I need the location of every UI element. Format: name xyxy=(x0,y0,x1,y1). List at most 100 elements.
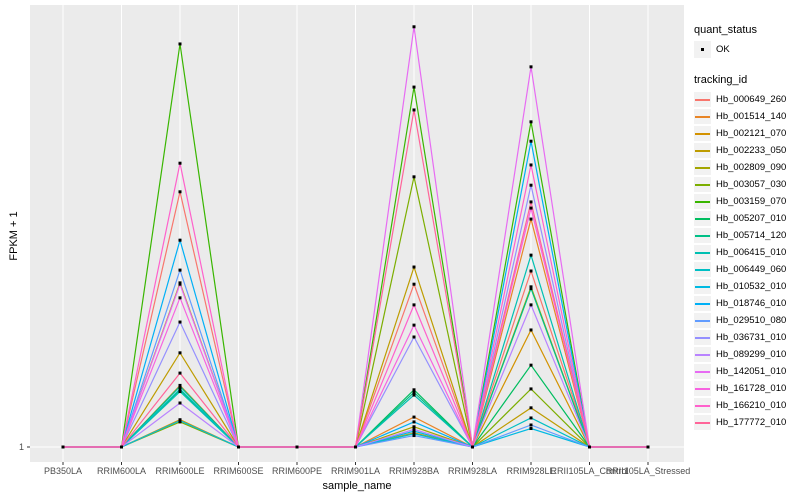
legend-key-box xyxy=(694,228,711,243)
legend-key-Hb_177772_010: Hb_177772_010 xyxy=(694,414,800,431)
series-line-swatch xyxy=(695,132,710,135)
data-point xyxy=(412,429,416,433)
data-point xyxy=(178,268,182,272)
data-point xyxy=(412,85,416,89)
data-point xyxy=(178,238,182,242)
data-point xyxy=(412,175,416,179)
legend-tracking-id-keys: Hb_000649_260 Hb_001514_140 Hb_002121_070 H… xyxy=(694,91,800,431)
legend-tracking-id-title: tracking_id xyxy=(694,74,748,86)
legend-key-Hb_006449_060: Hb_006449_060 xyxy=(694,261,800,278)
legend-key-Hb_002121_070: Hb_002121_070 xyxy=(694,125,800,142)
data-point xyxy=(529,269,533,273)
data-point xyxy=(178,296,182,300)
legend-key-box xyxy=(694,296,711,311)
legend-key-Hb_002809_090: Hb_002809_090 xyxy=(694,159,800,176)
series-line-swatch xyxy=(695,421,710,424)
data-point xyxy=(529,120,533,124)
series-line-swatch xyxy=(695,285,710,288)
data-point xyxy=(120,445,123,449)
data-point xyxy=(529,200,533,204)
legend-key-box xyxy=(694,160,711,175)
legend-tracking-id: tracking_id Hb_000649_260 Hb_001514_140 Hb… xyxy=(694,74,800,431)
legend-key-box xyxy=(694,381,711,396)
data-point xyxy=(178,401,182,405)
legend-key-box xyxy=(694,347,711,362)
series-line-swatch xyxy=(695,404,710,407)
legend-key-Hb_006415_010: Hb_006415_010 xyxy=(694,244,800,261)
legend-key-label: Hb_003159_070 xyxy=(716,196,787,207)
data-point xyxy=(178,282,182,286)
x-tick-label: RRII105LA_Stressed xyxy=(605,466,691,476)
data-point xyxy=(295,445,299,449)
x-tick-label: RRII105LA_Control xyxy=(550,466,629,476)
series-line-swatch xyxy=(695,336,710,339)
legend-key-Hb_000649_260: Hb_000649_260 xyxy=(694,91,800,108)
data-point xyxy=(529,217,533,221)
legend-key-box xyxy=(694,279,711,294)
data-point xyxy=(412,434,416,438)
legend-key-box xyxy=(694,415,711,430)
series-line-swatch xyxy=(695,302,710,305)
x-tick-label: RRIM600LE xyxy=(155,466,205,476)
data-point xyxy=(178,419,182,423)
x-tick-label: RRIM600SE xyxy=(213,466,264,476)
legend-key-label: Hb_166210_010 xyxy=(716,400,787,411)
legend-key-Hb_005207_010: Hb_005207_010 xyxy=(694,210,800,227)
legend-key-Hb_161728_010: Hb_161728_010 xyxy=(694,380,800,397)
x-axis-labels: PB350LA RRIM600LA RRIM600LE RRIM600SE RRIM60… xyxy=(0,466,800,478)
legend-key-label: Hb_089299_010 xyxy=(716,349,787,360)
data-point xyxy=(529,406,533,410)
data-point xyxy=(412,265,416,269)
legend-quant-status: quant_status OK xyxy=(694,24,800,58)
data-point xyxy=(529,387,533,391)
legend-key-label: OK xyxy=(716,44,730,55)
legend-key-Hb_001514_140: Hb_001514_140 xyxy=(694,108,800,125)
legend-key-Hb_003159_070: Hb_003159_070 xyxy=(694,193,800,210)
legend-key-label: Hb_005207_010 xyxy=(716,213,787,224)
series-line-swatch xyxy=(695,115,710,118)
legend-key-box xyxy=(694,109,711,124)
data-point xyxy=(529,139,533,143)
legend-key-label: Hb_002233_050 xyxy=(716,145,787,156)
x-tick-label: PB350LA xyxy=(43,466,83,476)
data-point xyxy=(529,253,533,257)
legend-key-label: Hb_010532_010 xyxy=(716,281,787,292)
x-tick-label: RRIM928LA xyxy=(447,466,498,476)
legend-key-box xyxy=(694,194,711,209)
legend-key-box xyxy=(694,211,711,226)
legend-key-label: Hb_161728_010 xyxy=(716,383,787,394)
series-line-swatch xyxy=(695,319,710,322)
data-point xyxy=(61,445,65,449)
data-point xyxy=(412,425,416,429)
panel-background xyxy=(30,5,684,462)
legend-key-label: Hb_177772_010 xyxy=(716,417,787,428)
legend-key-label: Hb_000649_260 xyxy=(716,94,787,105)
data-point xyxy=(529,328,533,332)
legend-key-box xyxy=(694,313,711,328)
data-point xyxy=(412,390,416,394)
data-point xyxy=(588,445,591,449)
legend-key-label: Hb_018746_010 xyxy=(716,298,787,309)
legend-key-label: Hb_005714_120 xyxy=(716,230,787,241)
data-point xyxy=(412,432,416,436)
data-point xyxy=(412,25,416,29)
x-tick-label: RRIM928LE xyxy=(506,466,556,476)
series-line-swatch xyxy=(695,251,710,254)
y-axis-title: FPKM + 1 xyxy=(8,211,20,261)
data-point xyxy=(529,183,533,187)
legend-key-ok: OK xyxy=(694,41,800,58)
data-point xyxy=(529,206,533,210)
legend-key-label: Hb_142051_010 xyxy=(716,366,787,377)
legend-key-Hb_142051_010: Hb_142051_010 xyxy=(694,363,800,380)
legend-key-label: Hb_036731_010 xyxy=(716,332,787,343)
legend-key-label: Hb_029510_080 xyxy=(716,315,787,326)
data-point xyxy=(412,108,416,112)
data-point xyxy=(529,163,533,167)
ok-point-icon xyxy=(701,48,704,51)
legend-key-box xyxy=(694,126,711,141)
data-point xyxy=(178,161,182,165)
data-point xyxy=(412,282,416,286)
data-point xyxy=(412,420,416,424)
